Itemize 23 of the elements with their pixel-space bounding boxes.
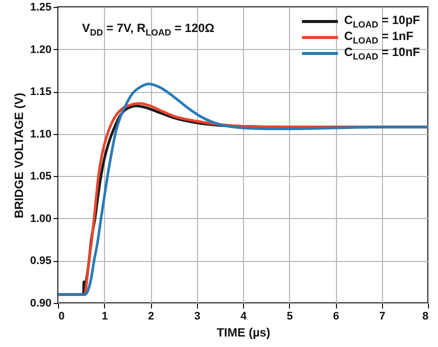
x-tick-label: 3 bbox=[194, 310, 200, 322]
x-tick-label: 6 bbox=[332, 310, 340, 322]
y-tick-label: 1.25 bbox=[30, 2, 52, 14]
y-tick-label: 0.95 bbox=[30, 255, 52, 268]
x-tick-label: 2 bbox=[148, 310, 154, 322]
y-axis-title: BRIDGE VOLTAGE (V) bbox=[12, 92, 26, 218]
y-tick-label: 1.10 bbox=[30, 128, 52, 140]
legend-label: C$_{LOAD}$ = 10nF bbox=[344, 44, 420, 62]
y-tick-label: 1.00 bbox=[30, 212, 52, 225]
x-tick-label: 5 bbox=[286, 310, 293, 322]
x-tick-label: 0 bbox=[58, 310, 65, 322]
annotation: V$_{DD}$ = 7V, R$_{LOAD}$ = 120Ω bbox=[82, 21, 214, 38]
x-tick-label: 1 bbox=[102, 310, 108, 322]
y-tick-label: 1.20 bbox=[30, 44, 52, 56]
y-tick-label: 0.90 bbox=[30, 298, 52, 310]
x-tick-label: 8 bbox=[422, 310, 428, 322]
y-tick-label: 1.05 bbox=[30, 170, 52, 183]
x-tick-label: 4 bbox=[240, 310, 248, 322]
x-tick-label: 7 bbox=[379, 310, 386, 322]
x-axis-title: TIME (µs) bbox=[216, 326, 270, 340]
legend-label: C$_{LOAD}$ = 10pF bbox=[344, 12, 420, 30]
legend-label: C$_{LOAD}$ = 1nF bbox=[344, 28, 414, 46]
y-tick-label: 1.15 bbox=[30, 86, 52, 98]
